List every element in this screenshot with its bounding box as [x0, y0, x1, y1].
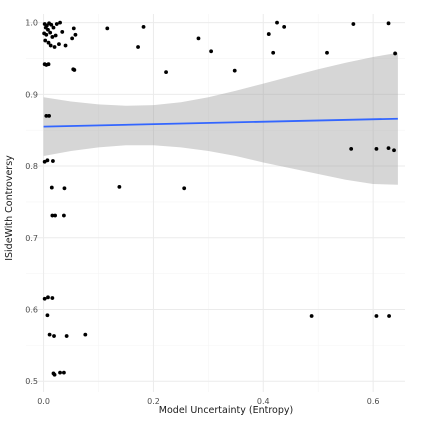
data-point [196, 36, 201, 41]
confidence-band-layer [43, 52, 398, 185]
data-point [374, 314, 379, 318]
data-point [182, 186, 187, 191]
data-point [48, 30, 53, 35]
data-point [47, 113, 51, 118]
data-point [63, 43, 68, 48]
data-point [62, 213, 66, 218]
data-point [62, 370, 66, 375]
data-point [275, 20, 279, 25]
data-point [393, 51, 398, 56]
x-tick-label: 0.2 [147, 397, 160, 406]
data-point [52, 45, 57, 49]
y-axis-label: ISideWith Controversy [4, 155, 15, 261]
data-point [83, 332, 88, 337]
data-point [71, 26, 76, 31]
data-point [351, 22, 356, 26]
data-point [374, 146, 379, 151]
data-point [52, 372, 57, 377]
data-point [386, 146, 391, 151]
data-point [43, 38, 48, 43]
data-point [105, 26, 110, 31]
data-point [46, 62, 51, 67]
x-axis-label: Model Uncertainty (Entropy) [159, 405, 293, 416]
data-point [45, 313, 50, 318]
data-point [48, 43, 53, 48]
data-point [46, 27, 50, 32]
y-tick-labels: 0.5 0.6 0.7 0.8 0.9 1.0 [25, 19, 38, 387]
data-point [73, 32, 78, 37]
data-point [50, 213, 55, 218]
data-point [392, 148, 396, 153]
data-point [50, 296, 55, 300]
data-point [42, 296, 47, 301]
data-point [349, 146, 354, 151]
data-point [64, 334, 69, 338]
data-point [141, 25, 146, 29]
data-point [46, 295, 50, 300]
data-point [309, 314, 314, 318]
y-tick-label: 1.0 [25, 19, 38, 28]
data-point [58, 20, 62, 25]
regression-line [43, 117, 398, 128]
data-point [58, 370, 62, 375]
data-point [44, 32, 49, 37]
minor-gridlines [26, 14, 405, 392]
y-tick-label: 0.8 [25, 162, 38, 171]
x-tick-label: 0.4 [257, 397, 270, 406]
fit-line-layer [43, 117, 398, 128]
data-point [53, 33, 58, 38]
data-point [49, 22, 54, 27]
data-point [45, 158, 50, 163]
data-point [70, 36, 75, 41]
data-point [387, 314, 391, 318]
y-tick-label: 0.9 [25, 90, 38, 99]
data-point [60, 30, 65, 34]
x-tick-labels: 0.0 0.2 0.4 0.6 [37, 397, 379, 406]
data-point [47, 332, 52, 337]
data-point [62, 186, 67, 191]
data-point [51, 159, 55, 163]
data-point [44, 113, 49, 118]
data-point [325, 50, 329, 55]
data-point [49, 185, 54, 190]
points-layer [42, 20, 398, 377]
data-point [53, 213, 58, 218]
data-point [46, 40, 51, 45]
confidence-band [43, 52, 398, 185]
data-point [164, 70, 168, 74]
data-point [50, 35, 55, 39]
data-point [57, 42, 61, 47]
y-tick-label: 0.6 [25, 306, 38, 315]
y-tick-label: 0.7 [25, 234, 38, 243]
data-point [117, 184, 122, 189]
data-point [209, 49, 214, 54]
data-point [54, 22, 59, 26]
data-point [271, 50, 276, 55]
data-point [52, 334, 56, 338]
data-point [232, 68, 237, 73]
data-point [266, 32, 271, 36]
major-gridlines [26, 14, 405, 392]
data-point [136, 45, 140, 49]
data-point [51, 25, 56, 30]
x-tick-label: 0.6 [367, 397, 380, 406]
data-point [386, 21, 391, 26]
x-tick-label: 0.0 [37, 397, 50, 406]
y-tick-label: 0.5 [25, 377, 38, 386]
data-point [72, 68, 77, 72]
data-point [282, 25, 287, 29]
